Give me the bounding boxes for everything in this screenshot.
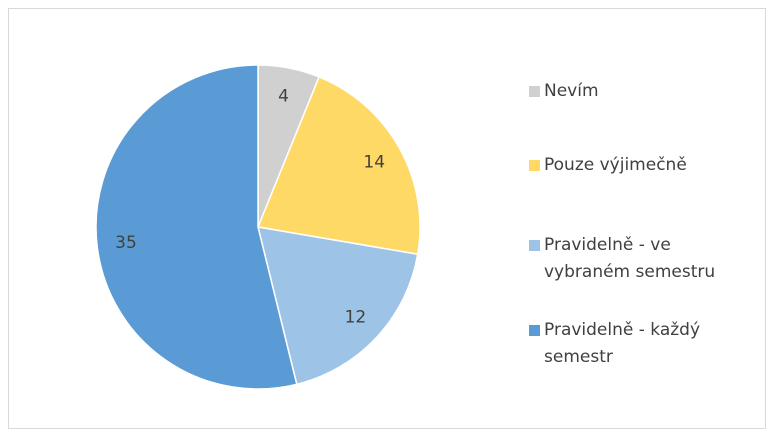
legend-swatch	[529, 240, 540, 251]
legend-item: Pravidelně - ve vybraném semestru	[529, 232, 729, 286]
data-label: 14	[363, 152, 385, 172]
legend-label: Pravidelně - ve vybraném semestru	[544, 235, 716, 282]
legend-label: Pravidelně - každý semestr	[544, 320, 701, 367]
data-label: 12	[345, 308, 367, 328]
chart-frame	[8, 8, 766, 429]
legend-swatch	[529, 325, 540, 336]
pie-slice	[256, 75, 421, 256]
legend-label: Nevím	[544, 81, 599, 101]
legend-item: Nevím	[529, 78, 729, 105]
legend-item: Pravidelně - každý semestr	[529, 317, 729, 371]
pie-slice	[95, 64, 298, 390]
data-label: 35	[115, 233, 137, 253]
pie-slice	[256, 226, 419, 386]
legend-label: Pouze výjimečně	[544, 155, 687, 175]
data-label: 4	[278, 86, 289, 106]
legend-swatch	[529, 86, 540, 97]
legend-swatch	[529, 160, 540, 171]
legend-item: Pouze výjimečně	[529, 152, 729, 179]
